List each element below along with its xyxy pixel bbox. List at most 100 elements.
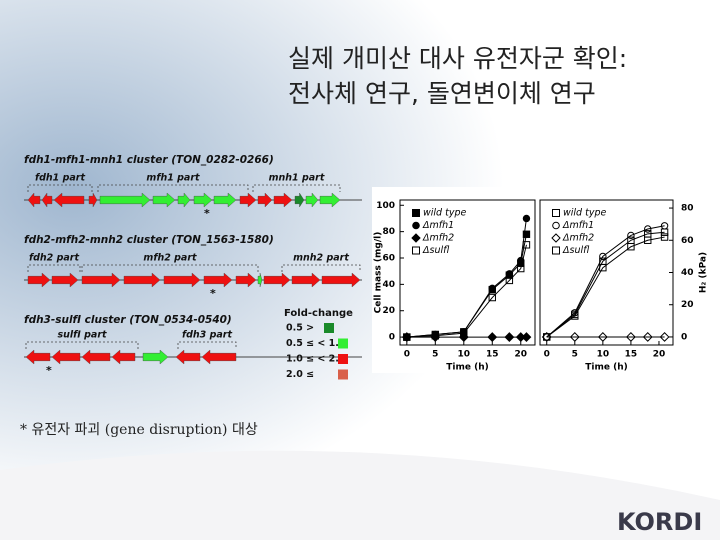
- legend-marker: [552, 246, 560, 255]
- marker: [599, 263, 607, 272]
- marker: [431, 332, 440, 340]
- marker: [522, 241, 531, 249]
- legend-marker: [412, 221, 420, 230]
- gene-arrow: [273, 192, 293, 208]
- gene-arrow: [305, 192, 319, 208]
- cluster-name: fdh3-sulfI cluster (TON_0534-0540): [24, 314, 232, 326]
- gene-arrow: [51, 349, 81, 365]
- part-bracket: [97, 184, 249, 192]
- marker: [660, 233, 669, 241]
- gene-arrow: [123, 272, 161, 288]
- y-tick-label: 100: [376, 201, 395, 211]
- y-tick-label: 0: [681, 332, 687, 342]
- footnote: * 유전자 파괴 (gene disruption) 대상: [20, 422, 258, 438]
- marker: [505, 276, 514, 285]
- gene-arrow: [213, 192, 237, 208]
- legend-label: Δmfh1: [562, 220, 594, 231]
- title-line: 실제 개미산 대사 유전자군 확인:: [288, 44, 627, 73]
- gene-arrow: [27, 272, 51, 288]
- fold-change-swatch: [324, 323, 334, 333]
- marker: [488, 293, 496, 302]
- gene-arrow: [291, 272, 321, 288]
- gene-arrow: [235, 272, 257, 288]
- y-tick-label: 60: [382, 254, 395, 264]
- y-axis-label: H₂ (kPa): [699, 252, 709, 293]
- x-axis-label: Time (h): [585, 363, 627, 373]
- logo: KORDI: [617, 508, 702, 536]
- marker: [505, 270, 514, 278]
- fold-change-swatch: [338, 369, 348, 380]
- y-tick-label: 80: [382, 227, 395, 237]
- gene-arrow: [163, 272, 201, 288]
- star: *: [204, 207, 210, 220]
- part-label: mfh1 part: [146, 173, 200, 184]
- part-bracket: [281, 264, 361, 272]
- title-line: 전사체 연구, 돌연변이체 연구: [288, 79, 596, 108]
- marker: [521, 332, 532, 342]
- plot-frame: [399, 199, 536, 346]
- gene-arrow: [319, 192, 341, 208]
- gene-arrow: [257, 192, 273, 208]
- marker: [626, 332, 636, 342]
- gene-arrow: [88, 192, 98, 208]
- y-tick-label: 40: [382, 280, 395, 290]
- x-tick-label: 15: [486, 350, 499, 360]
- legend-marker: [552, 221, 560, 230]
- y-axis-label: Cell mass (mg/l): [374, 232, 384, 314]
- x-tick-label: 10: [597, 350, 610, 360]
- part-bracket: [252, 184, 341, 192]
- x-tick-label: 20: [514, 350, 527, 360]
- y-tick-label: 80: [681, 204, 694, 214]
- gene-arrow: [294, 192, 305, 208]
- gene-arrow: [81, 272, 121, 288]
- series-line: [406, 244, 527, 338]
- marker: [487, 332, 498, 342]
- gene-arrow: [53, 192, 85, 208]
- part-bracket: [177, 341, 237, 349]
- star: *: [46, 364, 52, 377]
- x-tick-label: 20: [653, 350, 666, 360]
- marker: [660, 222, 669, 230]
- gene-arrow: [177, 192, 191, 208]
- legend-label: wild type: [423, 208, 466, 219]
- gene-arrow: [175, 349, 201, 365]
- marker: [522, 214, 531, 223]
- marker: [659, 332, 670, 342]
- marker: [571, 312, 579, 320]
- fold-change-swatch: [338, 338, 348, 349]
- part-label: mnh2 part: [293, 253, 349, 264]
- gene-arrow: [321, 272, 361, 288]
- cluster-name: fdh2-mfh2-mnh2 cluster (TON_1563-1580): [24, 234, 274, 246]
- x-tick-label: 0: [544, 350, 550, 360]
- gene-arrow: [142, 349, 169, 365]
- y-tick-label: 60: [681, 236, 694, 246]
- x-tick-label: 10: [458, 350, 471, 360]
- fold-change-title: Fold-change: [284, 308, 353, 319]
- marker: [599, 252, 607, 261]
- gene-arrow: [239, 192, 257, 208]
- gene-arrow: [111, 349, 136, 365]
- marker: [627, 231, 635, 240]
- part-bracket: [27, 264, 81, 272]
- fold-change-swatch: [338, 354, 348, 364]
- y-tick-label: 20: [681, 300, 694, 310]
- gene-arrow: [152, 192, 176, 208]
- gene-arrow: [193, 192, 213, 208]
- marker: [543, 333, 551, 341]
- gene-arrow: [257, 272, 263, 288]
- marker: [488, 284, 496, 293]
- fold-change-label: 0.5 ≤ < 1.0: [286, 338, 346, 349]
- part-label: fdh3 part: [182, 330, 233, 341]
- x-axis-label: Time (h): [446, 363, 488, 373]
- gene-arrow: [81, 349, 111, 365]
- gene-arrow: [41, 192, 53, 208]
- gene-arrow: [203, 272, 233, 288]
- part-label: sulfI part: [57, 330, 107, 341]
- legend-label: Δsulfl: [422, 245, 450, 256]
- x-tick-label: 5: [432, 350, 438, 360]
- swoosh: [0, 450, 720, 540]
- x-tick-label: 0: [404, 350, 410, 360]
- fold-change-label: 2.0 ≤: [286, 369, 314, 380]
- part-label: mfh2 part: [143, 253, 197, 264]
